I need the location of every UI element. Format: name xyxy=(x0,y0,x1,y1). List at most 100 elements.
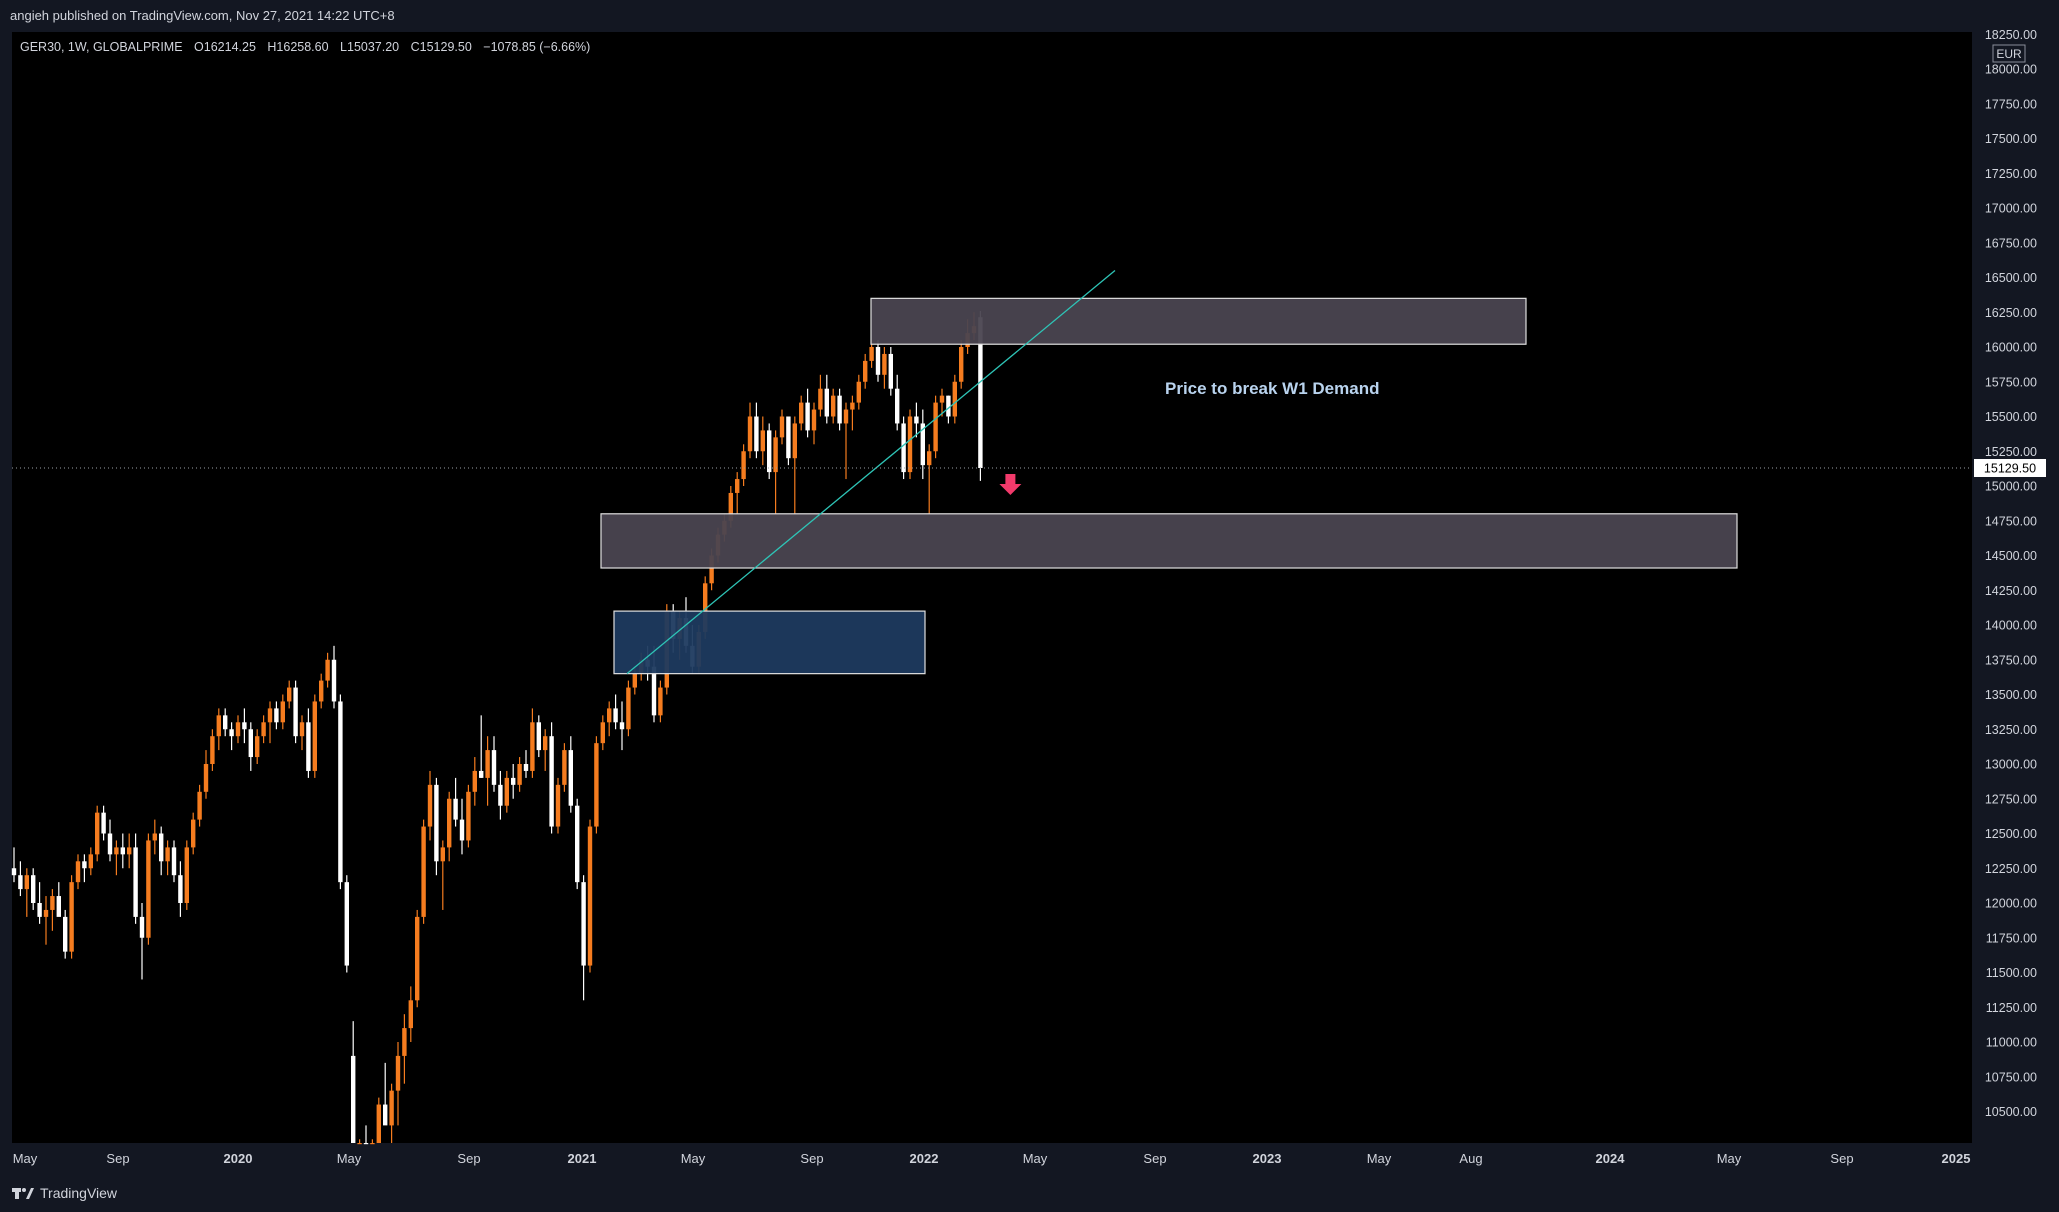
candle-body xyxy=(235,722,241,737)
time-axis[interactable] xyxy=(0,1143,2059,1175)
price-tick-label: 13000.00 xyxy=(1985,758,2037,772)
candle-body xyxy=(191,819,196,848)
ohlc-legend: GER30, 1W, GLOBALPRIME O16214.25 H16258.… xyxy=(20,40,598,54)
candle-body xyxy=(856,381,861,403)
candle-body xyxy=(607,708,612,723)
candle-body xyxy=(331,659,337,702)
candle-body xyxy=(498,784,503,806)
candle-body xyxy=(895,388,900,424)
candle-body xyxy=(351,1055,356,1143)
candle-body xyxy=(171,847,177,876)
price-axis[interactable] xyxy=(1972,20,2059,1143)
down-arrow-icon xyxy=(999,473,1022,495)
price-tick-label: 13250.00 xyxy=(1985,723,2037,737)
candle-body xyxy=(120,847,125,855)
price-tick-label: 11000.00 xyxy=(1986,1036,2037,1050)
candle-body xyxy=(133,847,138,917)
candle-body xyxy=(543,736,548,751)
candle-body xyxy=(728,492,733,521)
price-tick-label: 11250.00 xyxy=(1986,1001,2037,1015)
candle-body xyxy=(811,409,817,431)
price-axis-labels: 18250.00 18000.00 17750.00 17500.00 17250.00… xyxy=(1985,28,2037,1119)
candle-body xyxy=(50,896,55,910)
candle-body xyxy=(11,868,17,876)
brand-name: TradingView xyxy=(40,1185,118,1201)
candle-body xyxy=(139,916,145,938)
candle-body xyxy=(287,687,292,702)
candle-body xyxy=(127,847,132,855)
candle-body xyxy=(146,840,151,938)
price-tick-label: 13750.00 xyxy=(1985,653,2037,667)
candle-body xyxy=(703,583,708,632)
chart-pane[interactable] xyxy=(12,32,1972,1143)
trendline xyxy=(626,270,1116,675)
candle-body xyxy=(959,347,964,382)
candle-body xyxy=(837,395,842,424)
candle-body xyxy=(632,673,637,688)
candle-body xyxy=(395,1055,401,1091)
candle-body xyxy=(107,833,113,855)
price-tick-label: 17250.00 xyxy=(1985,167,2037,181)
candle-body xyxy=(888,353,893,389)
candle-body xyxy=(427,784,433,827)
candle-body xyxy=(223,715,228,730)
price-tick-label: 18250.00 xyxy=(1985,28,2037,42)
candle-body xyxy=(946,395,951,417)
candle-body xyxy=(760,430,765,452)
candle-body xyxy=(280,701,285,723)
time-tick-label: Aug xyxy=(1459,1151,1482,1166)
candle-body xyxy=(863,360,868,382)
time-tick-label: May xyxy=(337,1151,362,1166)
candle-body xyxy=(511,777,516,785)
candle-body xyxy=(491,750,497,785)
candle-body xyxy=(479,770,484,778)
candle-body xyxy=(178,875,183,903)
currency-label: EUR xyxy=(1996,47,2022,61)
candle-body xyxy=(792,423,797,459)
candle-body xyxy=(517,764,522,785)
time-tick-label: May xyxy=(1717,1151,1742,1166)
candle-body xyxy=(741,451,746,480)
time-tick-label: Sep xyxy=(457,1151,480,1166)
currency-badge xyxy=(1992,44,2026,63)
symbol-info[interactable]: GER30, 1W, GLOBALPRIME xyxy=(20,40,183,54)
price-tick-label: 16250.00 xyxy=(1985,306,2037,320)
candle-body xyxy=(37,903,42,917)
time-tick-label: 2022 xyxy=(910,1151,939,1166)
candle-body xyxy=(88,854,93,869)
candle-body xyxy=(587,826,593,966)
price-tick-label: 17750.00 xyxy=(1985,97,2037,111)
candle-body xyxy=(824,388,829,417)
candle-body xyxy=(344,882,349,966)
price-tick-label: 14250.00 xyxy=(1985,584,2037,598)
price-tick-label: 16000.00 xyxy=(1985,341,2037,355)
price-tick-label: 11500.00 xyxy=(1986,966,2037,980)
candle-body xyxy=(312,701,317,771)
candle-body xyxy=(709,555,714,584)
candle-body xyxy=(357,1143,362,1145)
high-value: H16258.60 xyxy=(267,40,329,54)
candle-body xyxy=(472,770,477,792)
candle-body xyxy=(408,1000,413,1029)
candle-body xyxy=(658,687,663,716)
price-tick-label: 14500.00 xyxy=(1985,549,2037,563)
candle-body xyxy=(434,784,439,862)
candle-body xyxy=(101,812,106,834)
candle-body xyxy=(95,812,100,855)
candle-body xyxy=(18,875,23,890)
time-tick-label: 2024 xyxy=(1596,1151,1626,1166)
price-tick-label: 12000.00 xyxy=(1985,897,2037,911)
candle-body xyxy=(767,430,772,473)
candle-body xyxy=(536,722,541,751)
tradingview-logo[interactable]: TradingView xyxy=(12,1185,117,1201)
candle-body xyxy=(978,317,983,468)
candle-body xyxy=(69,882,74,952)
price-tick-label: 13500.00 xyxy=(1985,688,2037,702)
candle-body xyxy=(485,750,490,778)
candle-body xyxy=(901,423,906,473)
candle-body xyxy=(600,722,605,744)
candle-body xyxy=(325,659,330,681)
candle-body xyxy=(216,715,221,737)
annotation-text: Price to break W1 Demand xyxy=(1165,379,1379,398)
